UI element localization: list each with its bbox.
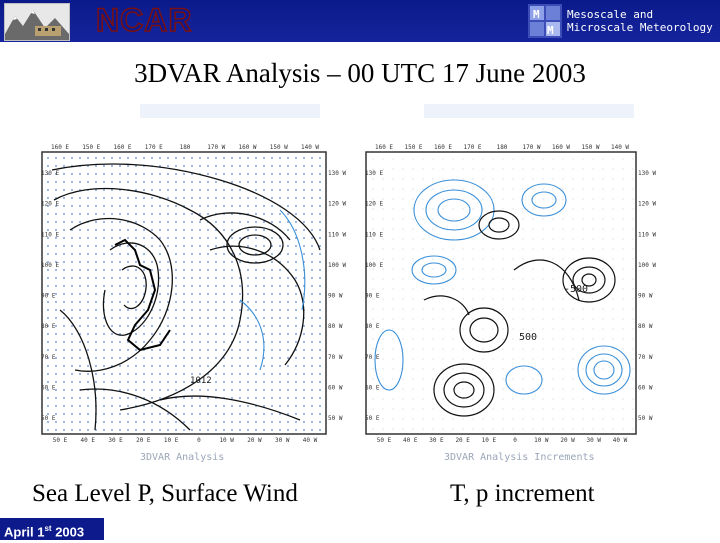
coordinate-tick-label: 70 W <box>638 354 653 361</box>
coordinate-tick-label: 120 W <box>638 201 656 208</box>
coordinate-tick-label: 170 E <box>145 144 163 151</box>
coordinate-tick-label: 160 E <box>434 144 452 151</box>
coordinate-tick-label: 30 E <box>108 437 123 444</box>
coordinate-tick-label: 60 E <box>41 384 56 391</box>
map-label: 3DVAR Analysis <box>140 452 224 463</box>
coordinate-tick-label: 110 E <box>41 231 59 238</box>
coordinate-tick-label: 90 W <box>328 293 343 300</box>
coordinate-tick-label: 160 W <box>238 144 256 151</box>
contour-value-label: -500 <box>564 284 588 295</box>
coordinate-tick-label: 70 E <box>365 354 380 361</box>
coordinate-tick-label: 140 W <box>611 144 629 151</box>
coordinate-tick-label: 130 W <box>328 170 346 177</box>
coordinate-tick-label: 80 E <box>365 323 380 330</box>
coordinate-tick-label: 110 E <box>365 231 383 238</box>
coordinate-tick-label: 30 W <box>587 437 602 444</box>
coordinate-tick-label: 0 <box>197 437 201 444</box>
coordinate-tick-label: 90 E <box>365 293 380 300</box>
coordinate-tick-label: 60 E <box>365 384 380 391</box>
svg-text:M: M <box>547 24 554 37</box>
coordinate-tick-label: 160 W <box>552 144 570 151</box>
coordinate-tick-label: 130 E <box>365 170 383 177</box>
coordinate-tick-label: 50 W <box>638 415 653 422</box>
date-suffix: st <box>44 524 52 533</box>
slide-title: 3DVAR Analysis – 00 UTC 17 June 2003 <box>134 58 586 88</box>
coordinate-tick-label: 10 W <box>219 437 234 444</box>
coordinate-tick-label: 110 W <box>638 231 656 238</box>
contour-value-label-2: 500 <box>519 332 537 343</box>
coordinate-tick-label: 170 W <box>207 144 225 151</box>
right-panel-caption: T, p increment <box>450 480 595 507</box>
coordinate-tick-label: 160 E <box>51 144 69 151</box>
coordinate-tick-label: 20 W <box>560 437 575 444</box>
coordinate-tick-label: 40 E <box>81 437 96 444</box>
coordinate-tick-label: 100 E <box>365 262 383 269</box>
footer-date: April 1st 2003 <box>0 518 104 540</box>
coordinate-tick-label: 130 E <box>41 170 59 177</box>
sea-level-pressure-map: 1012 160 E 150 E 160 E 170 E 180 170 W 160 W 15… <box>40 100 358 468</box>
coordinate-tick-label: 100 E <box>41 262 59 269</box>
coordinate-tick-label: 0 <box>513 437 517 444</box>
coordinate-tick-label: 40 W <box>613 437 628 444</box>
header-bar: NCAR M M Mesoscale and Microscale Meteor… <box>0 0 720 42</box>
coordinate-tick-label: 30 E <box>429 437 444 444</box>
date-year: 2003 <box>51 524 85 540</box>
left-panel-caption: Sea Level P, Surface Wind <box>32 480 298 507</box>
coordinate-tick-label: 160 E <box>375 144 393 151</box>
mmm-logo: M M <box>528 4 562 38</box>
division-name: Mesoscale and Microscale Meteorology <box>567 8 713 34</box>
map-label: 3DVAR Analysis Increments <box>444 452 595 463</box>
coordinate-tick-label: 120 W <box>328 201 346 208</box>
coordinate-tick-label: 100 W <box>638 262 656 269</box>
date-prefix: April 1 <box>4 524 45 540</box>
coordinate-tick-label: 20 E <box>136 437 151 444</box>
coordinate-tick-label: 60 W <box>638 384 653 391</box>
temperature-pressure-increment-map: -500 500 160 E 150 E 160 E 170 E 180 170 W 160… <box>364 100 662 468</box>
coordinate-tick-label: 70 E <box>41 354 56 361</box>
coordinate-tick-label: 150 W <box>270 144 288 151</box>
coordinate-tick-label: 120 E <box>365 201 383 208</box>
coordinate-tick-label: 90 E <box>41 293 56 300</box>
coordinate-tick-label: 180 <box>180 144 191 151</box>
coordinate-tick-label: 10 W <box>534 437 549 444</box>
coordinate-tick-label: 170 E <box>463 144 481 151</box>
coordinate-tick-label: 110 W <box>328 231 346 238</box>
coordinate-tick-label: 140 W <box>301 144 319 151</box>
coordinate-tick-label: 80 W <box>328 323 343 330</box>
coordinate-tick-label: 20 E <box>455 437 470 444</box>
coordinate-tick-label: 100 W <box>328 262 346 269</box>
ncar-logo-text: NCAR <box>95 1 193 39</box>
coordinate-tick-label: 40 E <box>403 437 418 444</box>
coordinate-tick-label: 170 W <box>522 144 540 151</box>
coordinate-tick-label: 70 W <box>328 354 343 361</box>
coordinate-tick-label: 150 E <box>82 144 100 151</box>
coordinate-tick-label: 10 E <box>482 437 497 444</box>
coordinate-tick-label: 50 E <box>377 437 392 444</box>
coordinate-tick-label: 160 E <box>113 144 131 151</box>
coordinate-tick-label: 130 W <box>638 170 656 177</box>
contour-value-label: 1012 <box>190 376 212 386</box>
division-line-2: Microscale Meteorology <box>567 21 713 34</box>
coordinate-tick-label: 30 W <box>275 437 290 444</box>
coordinate-tick-label: 150 E <box>404 144 422 151</box>
coordinate-tick-label: 10 E <box>164 437 179 444</box>
coordinate-tick-label: 150 W <box>581 144 599 151</box>
coordinate-tick-label: 50 E <box>53 437 68 444</box>
division-line-1: Mesoscale and <box>567 8 654 21</box>
coordinate-tick-label: 50 E <box>41 415 56 422</box>
svg-text:M: M <box>533 8 540 21</box>
coordinate-tick-label: 120 E <box>41 201 59 208</box>
coordinate-tick-label: 50 E <box>365 415 380 422</box>
coordinate-tick-label: 80 W <box>638 323 653 330</box>
coordinate-tick-label: 180 <box>497 144 508 151</box>
coordinate-tick-label: 80 E <box>41 323 56 330</box>
coordinate-tick-label: 50 W <box>328 415 343 422</box>
coordinate-tick-label: 60 W <box>328 384 343 391</box>
coordinate-tick-label: 90 W <box>638 293 653 300</box>
ncar-mountain-logo <box>4 3 70 41</box>
coordinate-tick-label: 40 W <box>303 437 318 444</box>
coordinate-tick-label: 20 W <box>247 437 262 444</box>
